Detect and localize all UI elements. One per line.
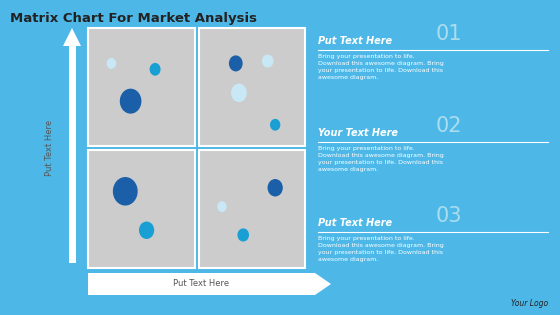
Bar xyxy=(88,28,194,146)
Ellipse shape xyxy=(139,222,153,238)
Text: Matrix Chart For Market Analysis: Matrix Chart For Market Analysis xyxy=(10,12,257,25)
Text: Put Text Here: Put Text Here xyxy=(45,120,54,176)
Bar xyxy=(68,46,76,263)
Text: Bring your presentation to life.
Download this awesome diagram. Bring
your prese: Bring your presentation to life. Downloa… xyxy=(318,236,444,262)
Ellipse shape xyxy=(270,120,279,130)
Ellipse shape xyxy=(150,64,160,75)
Polygon shape xyxy=(63,28,81,46)
Text: Bring your presentation to life.
Download this awesome diagram. Bring
your prese: Bring your presentation to life. Downloa… xyxy=(318,146,444,172)
Text: Put Text Here: Put Text Here xyxy=(318,218,392,228)
Ellipse shape xyxy=(268,180,282,196)
Polygon shape xyxy=(88,273,331,295)
Ellipse shape xyxy=(238,229,248,241)
Ellipse shape xyxy=(230,56,242,71)
Ellipse shape xyxy=(263,55,273,67)
Text: 03: 03 xyxy=(436,206,463,226)
Text: Put Text Here: Put Text Here xyxy=(174,279,230,289)
Text: 02: 02 xyxy=(436,116,463,136)
Ellipse shape xyxy=(120,89,141,113)
Ellipse shape xyxy=(114,178,137,205)
Bar xyxy=(198,28,305,146)
Ellipse shape xyxy=(232,84,246,101)
Text: Your Logo: Your Logo xyxy=(511,299,548,308)
Ellipse shape xyxy=(218,202,226,211)
Bar xyxy=(198,150,305,268)
Ellipse shape xyxy=(108,59,115,68)
Bar xyxy=(88,150,194,268)
Text: Your Text Here: Your Text Here xyxy=(318,128,398,138)
Text: Put Text Here: Put Text Here xyxy=(318,36,392,46)
Text: Bring your presentation to life.
Download this awesome diagram. Bring
your prese: Bring your presentation to life. Downloa… xyxy=(318,54,444,80)
Text: 01: 01 xyxy=(436,24,463,44)
